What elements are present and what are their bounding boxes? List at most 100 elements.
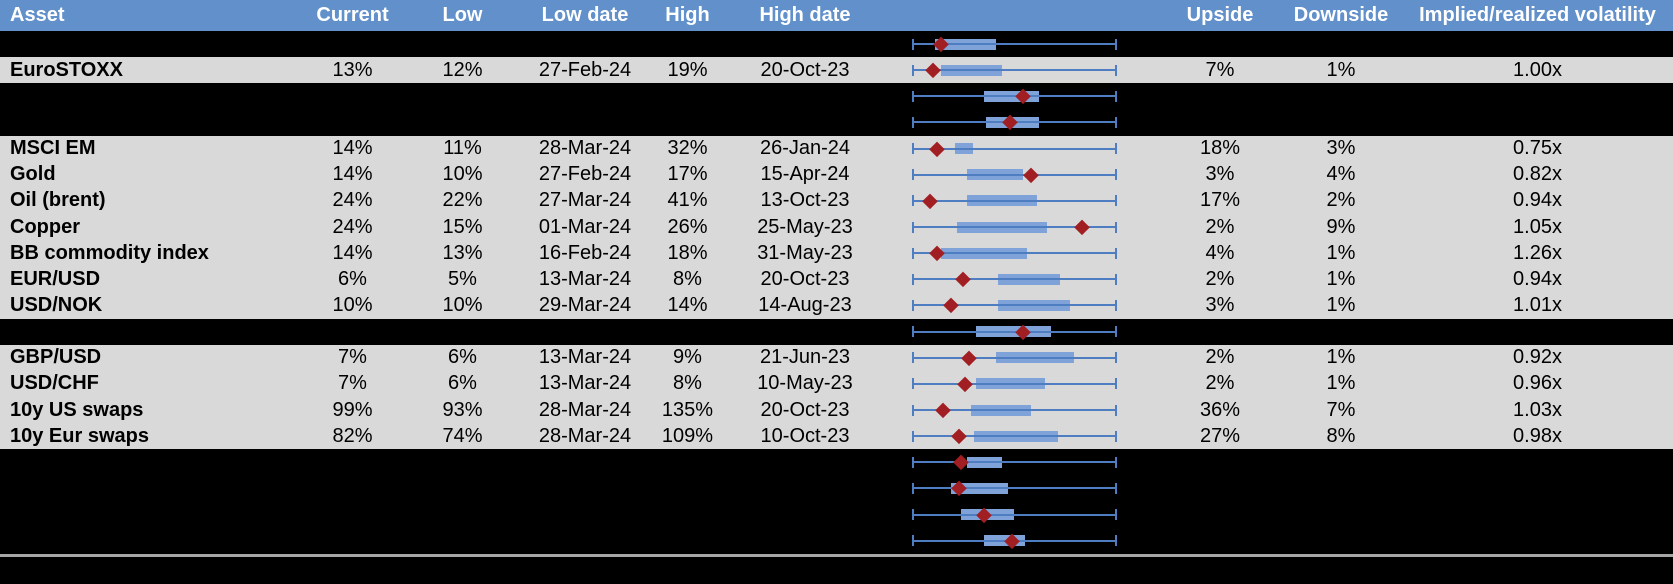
high-cell[interactable]: 41% <box>667 189 708 212</box>
high-date-cell[interactable]: 20-Oct-23 <box>760 58 850 81</box>
implied-realized-cell[interactable]: 0.75x <box>1513 137 1562 160</box>
upside-cell[interactable] <box>1160 109 1280 135</box>
low-date-cell[interactable] <box>520 83 650 109</box>
low-date-cell[interactable]: 13-Mar-24 <box>538 372 632 395</box>
asset-cell[interactable]: USD/NOK <box>10 293 103 316</box>
low-date-cell[interactable]: 28-Mar-24 <box>538 424 632 447</box>
table-row-10y-us-swaps[interactable]: 10y US swaps 99% 93% 28-Mar-24 135% 20-O… <box>0 396 1673 424</box>
downside-cell[interactable] <box>1280 502 1402 528</box>
implied-realized-cell[interactable]: 1.00x <box>1513 58 1562 81</box>
low-cell[interactable]: 6% <box>448 372 477 395</box>
high-date-cell[interactable] <box>725 31 885 57</box>
implied-realized-cell[interactable] <box>1402 475 1673 501</box>
downside-cell[interactable] <box>1280 31 1402 57</box>
downside-cell[interactable]: 4% <box>1326 163 1356 186</box>
downside-cell[interactable]: 2% <box>1326 189 1356 212</box>
table-row-eur-usd[interactable]: EUR/USD 6% 5% 13-Mar-24 8% 20-Oct-23 2% … <box>0 266 1673 293</box>
high-cell[interactable] <box>650 83 725 109</box>
downside-cell[interactable] <box>1280 109 1402 135</box>
high-cell[interactable]: 8% <box>673 267 702 290</box>
current-cell[interactable]: 24% <box>332 189 373 212</box>
upside-cell[interactable]: 3% <box>1205 293 1235 316</box>
column-header-high[interactable]: High <box>665 4 710 26</box>
current-cell[interactable] <box>300 502 405 528</box>
high-date-cell[interactable]: 10-Oct-23 <box>760 424 850 447</box>
high-date-cell[interactable]: 31-May-23 <box>757 241 853 264</box>
low-cell[interactable]: 22% <box>442 189 483 212</box>
high-cell[interactable] <box>650 475 725 501</box>
table-row-hidden-3[interactable] <box>0 109 1673 136</box>
column-header-current[interactable]: Current <box>316 4 389 26</box>
table-row-hidden-11[interactable] <box>0 318 1673 345</box>
low-cell[interactable]: 74% <box>442 424 483 447</box>
high-date-cell[interactable] <box>725 502 885 528</box>
asset-cell[interactable]: Oil (brent) <box>10 189 106 212</box>
downside-cell[interactable]: 1% <box>1326 372 1356 395</box>
implied-realized-cell[interactable]: 1.03x <box>1513 398 1562 421</box>
asset-cell[interactable]: 10y Eur swaps <box>10 424 149 447</box>
current-cell[interactable]: 10% <box>332 293 373 316</box>
current-cell[interactable]: 7% <box>338 372 367 395</box>
implied-realized-cell[interactable]: 0.98x <box>1513 424 1562 447</box>
high-cell[interactable] <box>650 109 725 135</box>
low-date-cell[interactable] <box>520 502 650 528</box>
high-date-cell[interactable] <box>725 528 885 554</box>
upside-cell[interactable]: 27% <box>1199 424 1241 447</box>
upside-cell[interactable] <box>1160 475 1280 501</box>
low-date-cell[interactable] <box>520 109 650 135</box>
column-header-low[interactable]: Low <box>442 4 483 26</box>
low-cell[interactable] <box>405 449 520 475</box>
high-cell[interactable]: 26% <box>667 215 708 238</box>
upside-cell[interactable] <box>1160 528 1280 554</box>
high-date-cell[interactable]: 13-Oct-23 <box>760 189 850 212</box>
current-cell[interactable]: 7% <box>338 346 367 369</box>
low-date-cell[interactable]: 28-Mar-24 <box>538 137 632 160</box>
upside-cell[interactable]: 18% <box>1199 137 1241 160</box>
low-cell[interactable]: 93% <box>442 398 483 421</box>
asset-cell[interactable] <box>0 449 300 475</box>
implied-realized-cell[interactable] <box>1402 83 1673 109</box>
low-date-cell[interactable] <box>520 449 650 475</box>
upside-cell[interactable]: 2% <box>1205 215 1235 238</box>
low-date-cell[interactable]: 13-Mar-24 <box>538 267 632 290</box>
asset-cell[interactable] <box>0 475 300 501</box>
high-date-cell[interactable] <box>725 475 885 501</box>
table-row-hidden-19[interactable] <box>0 527 1673 554</box>
high-date-cell[interactable] <box>725 319 885 345</box>
low-cell[interactable]: 12% <box>442 58 483 81</box>
current-cell[interactable] <box>300 528 405 554</box>
asset-cell[interactable]: GBP/USD <box>10 346 102 369</box>
low-cell[interactable]: 15% <box>442 215 483 238</box>
high-date-cell[interactable] <box>725 83 885 109</box>
table-row-eurostoxx[interactable]: EuroSTOXX 13% 12% 27-Feb-24 19% 20-Oct-2… <box>0 57 1673 84</box>
low-date-cell[interactable] <box>520 319 650 345</box>
current-cell[interactable]: 6% <box>338 267 367 290</box>
current-cell[interactable] <box>300 449 405 475</box>
high-cell[interactable]: 8% <box>673 372 702 395</box>
implied-realized-cell[interactable]: 0.92x <box>1513 346 1562 369</box>
implied-realized-cell[interactable]: 1.26x <box>1513 241 1562 264</box>
low-cell[interactable] <box>405 31 520 57</box>
downside-cell[interactable]: 1% <box>1326 267 1356 290</box>
table-row-msci-em[interactable]: MSCI EM 14% 11% 28-Mar-24 32% 26-Jan-24 … <box>0 135 1673 162</box>
low-date-cell[interactable]: 27-Feb-24 <box>538 163 632 186</box>
low-date-cell[interactable]: 27-Feb-24 <box>538 58 632 81</box>
high-date-cell[interactable]: 14-Aug-23 <box>758 293 852 316</box>
table-row-hidden-17[interactable] <box>0 475 1673 502</box>
low-date-cell[interactable]: 16-Feb-24 <box>538 241 632 264</box>
high-cell[interactable]: 135% <box>661 398 714 421</box>
upside-cell[interactable] <box>1160 31 1280 57</box>
low-date-cell[interactable]: 28-Mar-24 <box>538 398 632 421</box>
table-row-usd-chf[interactable]: USD/CHF 7% 6% 13-Mar-24 8% 10-May-23 2% … <box>0 370 1673 397</box>
high-date-cell[interactable]: 20-Oct-23 <box>760 398 850 421</box>
upside-cell[interactable] <box>1160 449 1280 475</box>
current-cell[interactable]: 14% <box>332 137 373 160</box>
asset-cell[interactable] <box>0 319 300 345</box>
implied-realized-cell[interactable] <box>1402 502 1673 528</box>
column-header-implied-realized-volatility[interactable]: Implied/realized volatility <box>1419 4 1656 26</box>
asset-cell[interactable]: MSCI EM <box>10 137 96 160</box>
table-row-hidden-0[interactable] <box>0 31 1673 58</box>
low-date-cell[interactable] <box>520 475 650 501</box>
upside-cell[interactable]: 3% <box>1205 163 1235 186</box>
implied-realized-cell[interactable]: 0.94x <box>1513 267 1562 290</box>
